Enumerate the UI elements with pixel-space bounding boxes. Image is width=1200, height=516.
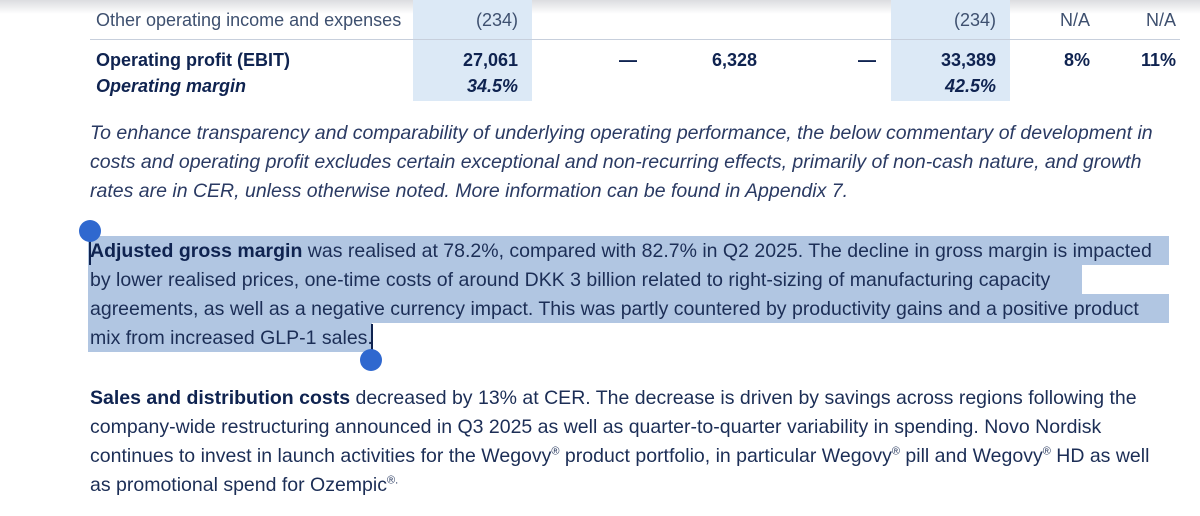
row-label: Operating margin [96,76,247,96]
cell-value: 34.5% [466,76,518,96]
note-line: rates are in CER, unless otherwise noted… [90,180,849,202]
selection-end-handle[interactable] [360,349,382,371]
paragraph-text: decreased by 13% at CER. The decrease is… [350,387,1137,409]
selection-start-handle[interactable] [79,220,101,242]
cell-value: (234) [953,10,996,30]
selection-end-caret [371,324,373,354]
cell-value: N/A [1145,10,1176,30]
text-selection-highlight [88,236,1169,265]
paragraph-line: by lower realised prices, one-time costs… [90,269,1051,291]
table-row: Operating profit (EBIT) 27,061 — 6,328 —… [0,48,1200,72]
cell-value: (234) [475,10,518,30]
paragraph-line: agreements, as well as a negative curren… [90,298,1139,320]
paragraph-text: pill and Wegovy [900,445,1043,467]
text-selection-highlight [88,294,1169,323]
paragraph-text: HD as well [1050,445,1150,467]
registered-mark: ® [551,445,560,458]
table-row: Other operating income and expenses (234… [0,8,1200,32]
cell-value: 27,061 [462,50,518,70]
cell-value: N/A [1059,10,1090,30]
text-selection-highlight [88,265,1082,294]
note-line: To enhance transparency and comparabilit… [90,122,1153,144]
cell-value: — [858,50,876,70]
text-selection-highlight [88,323,372,352]
note-line: costs and operating profit excludes cert… [90,151,1142,173]
registered-mark: ® [1042,445,1051,458]
sales-distribution-paragraph: Sales and distribution costs decreased b… [90,384,1180,500]
paragraph-line: company-wide restructuring announced in … [90,416,1102,438]
selection-start-caret [89,236,91,265]
cell-value: 11% [1140,50,1176,70]
table-divider [90,39,1180,40]
paragraph-text: product portfolio, in particular Wegovy [559,445,892,467]
gross-margin-heading: Adjusted gross margin [90,240,303,262]
registered-mark: ® [386,474,396,487]
registered-mark: ® [891,445,900,458]
paragraph-line: Adjusted gross margin was realised at 78… [90,237,1180,266]
highlight-column-5 [891,0,1010,101]
cell-value: — [619,50,637,70]
paragraph-line: Sales and distribution costs decreased b… [90,384,1180,413]
cell-value: 8% [1063,50,1090,70]
cell-value: 6,328 [711,50,757,70]
row-label: Operating profit (EBIT) [96,50,290,70]
paragraph-text: was realised at 78.2%, compared with 82.… [302,240,1152,262]
paragraph-text: as promotional spend for Ozempic [90,474,387,496]
cell-value: 33,389 [940,50,996,70]
table-row: Operating margin 34.5% 42.5% [0,74,1200,98]
cell-value: 42.5% [944,76,996,96]
methodology-note: To enhance transparency and comparabilit… [90,119,1180,206]
paragraph-line: as promotional spend for Ozempic®. [90,471,1180,500]
highlight-column-1 [413,0,532,101]
paragraph-text: . [395,474,399,487]
paragraph-line: mix from increased GLP-1 sales. [90,327,373,349]
sales-distribution-heading: Sales and distribution costs [90,387,351,409]
paragraph-line: continues to invest in launch activities… [90,442,1180,471]
row-label: Other operating income and expenses [96,10,402,30]
gross-margin-paragraph[interactable]: Adjusted gross margin was realised at 78… [90,237,1180,353]
paragraph-text: continues to invest in launch activities… [90,445,552,467]
